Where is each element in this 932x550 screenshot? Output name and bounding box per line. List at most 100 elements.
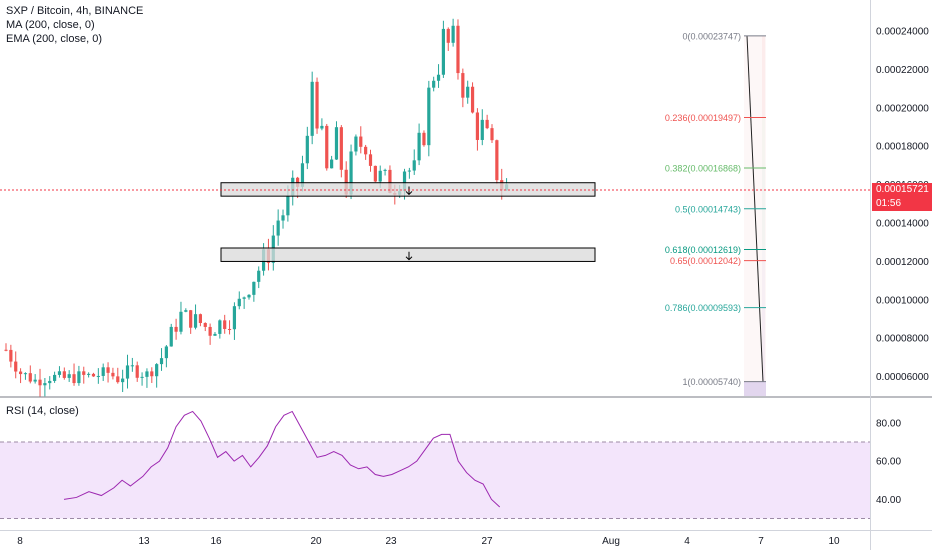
- candle: [48, 376, 52, 390]
- symbol-legend[interactable]: SXP / Bitcoin, 4h, BINANCE MA (200, clos…: [6, 4, 143, 46]
- fib-level-label: 0.382(0.00016868): [665, 163, 741, 173]
- last-price-tag: 0.00015721: [872, 182, 932, 197]
- candle: [57, 366, 62, 378]
- fib-level-label: 1(0.00005740): [682, 377, 741, 387]
- fib-level[interactable]: 0.236(0.00019497): [665, 113, 766, 123]
- price-tick-label: 0.00010000: [876, 295, 929, 306]
- rsi-tick-label: 80.00: [876, 418, 901, 429]
- candle: [193, 304, 198, 330]
- candle: [495, 139, 499, 185]
- countdown-tag: 01:56: [872, 196, 932, 211]
- candle: [145, 368, 149, 388]
- candle: [237, 291, 241, 310]
- rsi-tick-label: 40.00: [876, 495, 901, 506]
- candle: [111, 367, 115, 380]
- ema-legend[interactable]: EMA (200, close, 0): [6, 33, 102, 45]
- candle: [208, 323, 212, 345]
- rsi-legend[interactable]: RSI (14, close): [6, 405, 79, 417]
- price-tick-label: 0.00018000: [876, 142, 929, 153]
- fib-level-label: 0.236(0.00019497): [665, 113, 741, 123]
- candle: [446, 27, 450, 51]
- fib-level[interactable]: 0.5(0.00014743): [675, 204, 766, 214]
- candle: [159, 348, 164, 371]
- candle: [368, 149, 373, 172]
- rsi-axis[interactable]: 80.00 60.00 40.00: [876, 418, 901, 505]
- fib-level[interactable]: 0.65(0.00012042): [670, 256, 766, 266]
- candle: [232, 302, 237, 340]
- fib-level-label: 0.5(0.00014743): [675, 204, 741, 214]
- candle: [432, 76, 436, 92]
- candle: [339, 125, 343, 178]
- fib-level[interactable]: 0(0.00023747): [682, 31, 766, 41]
- support-zone[interactable]: [220, 182, 596, 197]
- price-tick-label: 0.00020000: [876, 103, 929, 114]
- symbol-title[interactable]: SXP / Bitcoin, 4h, BINANCE: [6, 5, 144, 17]
- fib-level[interactable]: 0.618(0.00012619): [665, 245, 766, 255]
- rsi-tick-label: 60.00: [876, 457, 901, 468]
- date-tick-label: 16: [210, 536, 222, 547]
- candle: [155, 363, 159, 388]
- fib-level-label: 0.65(0.00012042): [670, 256, 741, 266]
- candle: [116, 367, 120, 384]
- candle: [62, 367, 66, 380]
- candle: [150, 367, 154, 383]
- candle: [53, 371, 57, 383]
- price-pane[interactable]: 0(0.00023747) 0.236(0.00019497) 0.382(0.00…: [0, 0, 870, 397]
- date-tick-label: 27: [481, 536, 493, 547]
- rsi-band: [0, 442, 870, 519]
- candle: [227, 320, 232, 335]
- price-tick-label: 0.00006000: [876, 372, 929, 383]
- candle: [305, 126, 309, 170]
- price-tick-label: 0.00008000: [876, 334, 929, 345]
- candle: [174, 318, 178, 340]
- fibonacci-retracement: 0(0.00023747) 0.236(0.00019497) 0.382(0.00…: [665, 31, 766, 396]
- candle: [106, 362, 110, 383]
- candle: [466, 80, 470, 104]
- candle: [281, 209, 285, 229]
- candle: [470, 82, 475, 114]
- support-zone[interactable]: [220, 247, 596, 262]
- candle: [77, 365, 81, 386]
- candle: [441, 20, 445, 78]
- fib-level[interactable]: 1(0.00005740): [682, 377, 766, 387]
- candle: [18, 368, 23, 384]
- date-tick-label: Aug: [602, 536, 620, 547]
- candle: [475, 108, 480, 151]
- candle: [169, 323, 173, 347]
- date-tick-label: 4: [684, 536, 690, 547]
- candle: [23, 372, 28, 380]
- candle: [198, 313, 202, 327]
- candle: [383, 168, 387, 176]
- candle: [427, 80, 431, 157]
- candle: [96, 368, 100, 384]
- price-tick-label: 0.00014000: [876, 219, 929, 230]
- candle: [125, 354, 130, 389]
- candle: [417, 123, 421, 166]
- candle: [310, 71, 314, 145]
- candle: [490, 124, 494, 144]
- rsi-pane[interactable]: [0, 410, 870, 519]
- candle: [461, 68, 465, 108]
- candle: [412, 149, 416, 175]
- fib-level[interactable]: 0.786(0.00009593): [665, 303, 766, 313]
- fib-level[interactable]: 0.382(0.00016868): [665, 163, 766, 173]
- candle: [485, 114, 489, 130]
- candle: [242, 296, 246, 309]
- candle: [91, 372, 96, 377]
- candle: [354, 134, 358, 156]
- date-tick-label: 20: [310, 536, 322, 547]
- price-tick-label: 0.00024000: [876, 27, 929, 38]
- ma-legend[interactable]: MA (200, close, 0): [6, 19, 95, 31]
- candle: [72, 363, 76, 386]
- date-tick-label: 10: [828, 536, 840, 547]
- candle: [87, 372, 91, 378]
- candle: [82, 366, 86, 384]
- candle: [325, 123, 329, 171]
- time-axis[interactable]: 8 13 16 20 23 27 Aug 4 7 10: [17, 536, 840, 547]
- candle: [189, 309, 193, 334]
- price-tick-label: 0.00022000: [876, 65, 929, 76]
- candle: [359, 126, 363, 154]
- candle: [9, 344, 13, 368]
- date-tick-label: 13: [138, 536, 150, 547]
